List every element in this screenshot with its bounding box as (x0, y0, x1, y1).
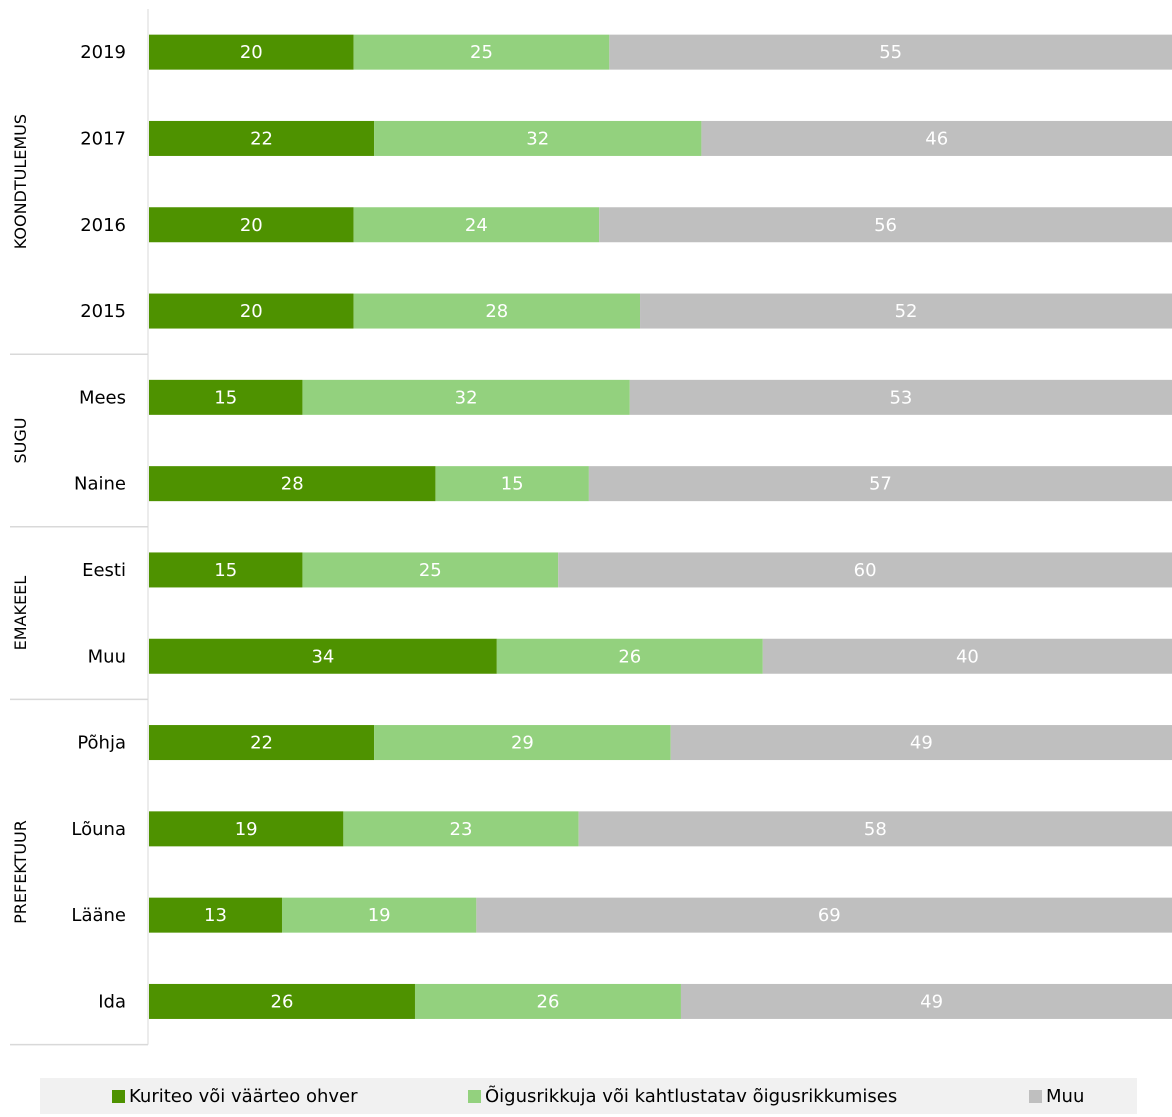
data-label: 49 (910, 733, 933, 754)
legend-label-other: Muu (1046, 1085, 1085, 1107)
bar-segment (149, 552, 303, 588)
data-label: 23 (450, 819, 473, 840)
data-label: 19 (368, 905, 391, 926)
data-label: 34 (311, 646, 334, 667)
legend-item-other: Muu (1029, 1078, 1084, 1114)
bar-segment (302, 379, 630, 415)
category-label: 2019 (80, 42, 126, 63)
bar-segment (701, 120, 1172, 156)
data-label: 20 (240, 42, 263, 63)
bar-segment (414, 983, 681, 1019)
data-label: 15 (214, 387, 237, 408)
data-label: 52 (895, 301, 918, 322)
bar-segment (578, 811, 1172, 847)
bar-segment (353, 34, 610, 70)
data-label: 56 (874, 215, 897, 236)
data-label: 60 (854, 560, 877, 581)
data-label: 26 (271, 991, 294, 1012)
data-label: 32 (526, 128, 549, 149)
data-label: 22 (250, 128, 273, 149)
data-label: 28 (485, 301, 508, 322)
bar-segment (149, 983, 415, 1019)
bar-segment (670, 725, 1172, 761)
data-label: 22 (250, 733, 273, 754)
legend-label-offender: Õigusrikkuja või kahtlustatav õigusrikku… (485, 1085, 898, 1107)
bar-segment (149, 207, 354, 243)
bar-segment (588, 466, 1172, 502)
bar-segment (640, 293, 1172, 329)
data-label: 25 (419, 560, 442, 581)
group-label: SUGU (11, 418, 30, 464)
bar-segment (599, 207, 1172, 243)
data-label: 15 (214, 560, 237, 581)
category-label: Lääne (71, 905, 126, 926)
data-label: 28 (281, 474, 304, 495)
bar-segment (343, 811, 579, 847)
data-label: 69 (818, 905, 841, 926)
bar-segment (435, 466, 589, 502)
category-label: 2015 (80, 301, 126, 322)
bar-segment (149, 466, 436, 502)
category-label: 2017 (80, 128, 126, 149)
data-label: 25 (470, 42, 493, 63)
bar-segment (149, 34, 354, 70)
group-label: KOONDTULEMUS (11, 114, 30, 249)
bar-segment (353, 293, 641, 329)
legend: Kuriteo või väärteo ohver Õigusrikkuja v… (40, 1078, 1137, 1114)
bar-segment (149, 725, 375, 761)
bar-segment (476, 897, 1172, 933)
legend-swatch-offender (468, 1089, 481, 1103)
bar-segment (149, 897, 282, 933)
data-label: 46 (925, 128, 948, 149)
data-label: 40 (956, 646, 979, 667)
bar-segment (762, 638, 1172, 674)
legend-swatch-other (1029, 1089, 1042, 1103)
data-label: 13 (204, 905, 227, 926)
legend-label-victim: Kuriteo või väärteo ohver (129, 1085, 358, 1107)
bar-segment (609, 34, 1172, 70)
data-label: 15 (501, 474, 524, 495)
data-label: 53 (889, 387, 912, 408)
bar-segment (374, 120, 702, 156)
stacked-bar-chart: 20 25 55 2019 22 32 46 2017 20 24 56 2016 20 28 52 2015… (10, 9, 1172, 1046)
group-label: EMAKEEL (11, 576, 30, 651)
bar-segment (353, 207, 600, 243)
data-label: 26 (537, 991, 560, 1012)
data-label: 55 (879, 42, 902, 63)
category-label: Põhja (77, 733, 126, 754)
bar-segment (302, 552, 559, 588)
data-label: 19 (235, 819, 258, 840)
bar-segment (149, 811, 344, 847)
category-label: Ida (98, 991, 126, 1012)
bar-segment (149, 638, 497, 674)
bar-segment (629, 379, 1172, 415)
bar-segment (496, 638, 763, 674)
bar-segment (149, 120, 375, 156)
data-label: 20 (240, 301, 263, 322)
category-label: Muu (88, 646, 126, 667)
group-label: PREFEKTUUR (11, 820, 30, 924)
data-label: 58 (864, 819, 887, 840)
data-label: 20 (240, 215, 263, 236)
legend-item-victim: Kuriteo või väärteo ohver (112, 1078, 358, 1114)
data-label: 26 (618, 646, 641, 667)
legend-swatch-victim (112, 1089, 125, 1103)
legend-item-offender: Õigusrikkuja või kahtlustatav õigusrikku… (468, 1078, 897, 1114)
data-label: 49 (920, 991, 943, 1012)
bar-segment (281, 897, 477, 933)
data-label: 29 (511, 733, 534, 754)
bar-segment (149, 379, 303, 415)
bar-segment (374, 725, 671, 761)
category-label: 2016 (80, 215, 126, 236)
bar-segment (149, 293, 354, 329)
bar-segment (680, 983, 1172, 1019)
data-label: 57 (869, 474, 892, 495)
category-label: Eesti (82, 560, 126, 581)
data-label: 32 (455, 387, 478, 408)
category-label: Lõuna (71, 819, 126, 840)
bar-segment (558, 552, 1172, 588)
category-label: Mees (79, 387, 126, 408)
category-label: Naine (74, 474, 126, 495)
data-label: 24 (465, 215, 488, 236)
